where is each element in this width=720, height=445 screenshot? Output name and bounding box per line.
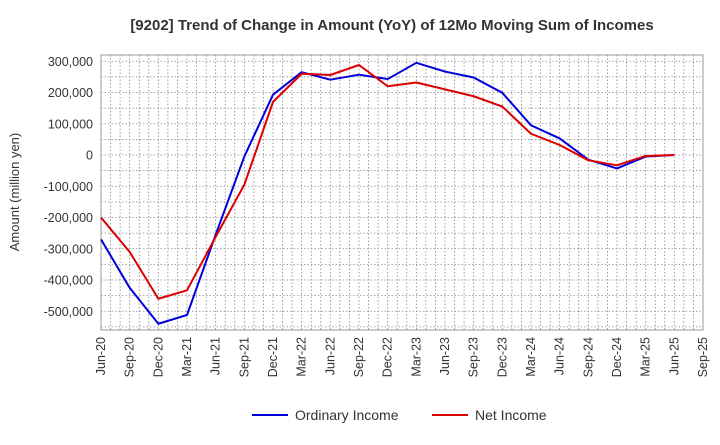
chart-title: [9202] Trend of Change in Amount (YoY) o… xyxy=(130,17,653,34)
y-tick-label: -100,000 xyxy=(44,180,93,194)
x-tick-label: Dec-23 xyxy=(495,337,509,377)
x-tick-label: Jun-23 xyxy=(438,337,452,375)
x-tick-label: Dec-21 xyxy=(266,337,280,377)
x-tick-label: Sep-20 xyxy=(123,337,137,377)
y-tick-label: -200,000 xyxy=(44,211,93,225)
x-tick-label: Mar-23 xyxy=(409,337,423,377)
x-tick-label: Sep-24 xyxy=(581,337,595,377)
y-tick-label: 0 xyxy=(86,149,93,163)
x-tick-label: Sep-25 xyxy=(696,337,710,377)
legend-label: Net Income xyxy=(475,407,547,423)
x-tick-label: Jun-25 xyxy=(667,337,681,375)
x-tick-label: Jun-24 xyxy=(553,337,567,375)
y-tick-label: 100,000 xyxy=(48,117,93,131)
x-tick-label: Mar-25 xyxy=(639,337,653,377)
x-tick-label: Jun-21 xyxy=(209,337,223,375)
x-tick-label: Mar-22 xyxy=(295,337,309,377)
y-axis-label: Amount (million yen) xyxy=(7,133,22,252)
x-axis-ticks: Jun-20 Sep-20 Dec-20 Mar-21 Jun-21 Sep-21 Dec-… xyxy=(94,337,710,377)
series-line-net-income xyxy=(100,64,675,300)
legend: Ordinary Income Net Income xyxy=(252,407,547,423)
x-tick-label: Sep-23 xyxy=(467,337,481,377)
x-tick-label: Jun-22 xyxy=(323,337,337,375)
y-tick-label: -300,000 xyxy=(44,242,93,256)
x-tick-label: Sep-22 xyxy=(352,337,366,377)
series-line-ordinary-income xyxy=(100,61,675,325)
x-tick-label: Dec-24 xyxy=(610,337,624,377)
legend-label: Ordinary Income xyxy=(295,407,399,423)
x-tick-label: Dec-22 xyxy=(381,337,395,377)
x-tick-label: Jun-20 xyxy=(94,337,108,375)
plot-area xyxy=(100,54,704,331)
x-tick-label: Sep-21 xyxy=(237,337,251,377)
y-tick-label: 300,000 xyxy=(48,55,93,69)
x-tick-label: Dec-20 xyxy=(151,337,165,377)
y-axis-ticks: 300,000 200,000 100,000 0 -100,000 -200,000 -3… xyxy=(44,55,93,319)
y-tick-label: -400,000 xyxy=(44,274,93,288)
grid-lines xyxy=(101,55,703,330)
x-tick-label: Mar-24 xyxy=(524,337,538,377)
y-tick-label: -500,000 xyxy=(44,305,93,319)
series-lines xyxy=(100,61,675,325)
x-tick-label: Mar-21 xyxy=(180,337,194,377)
y-tick-label: 200,000 xyxy=(48,86,93,100)
